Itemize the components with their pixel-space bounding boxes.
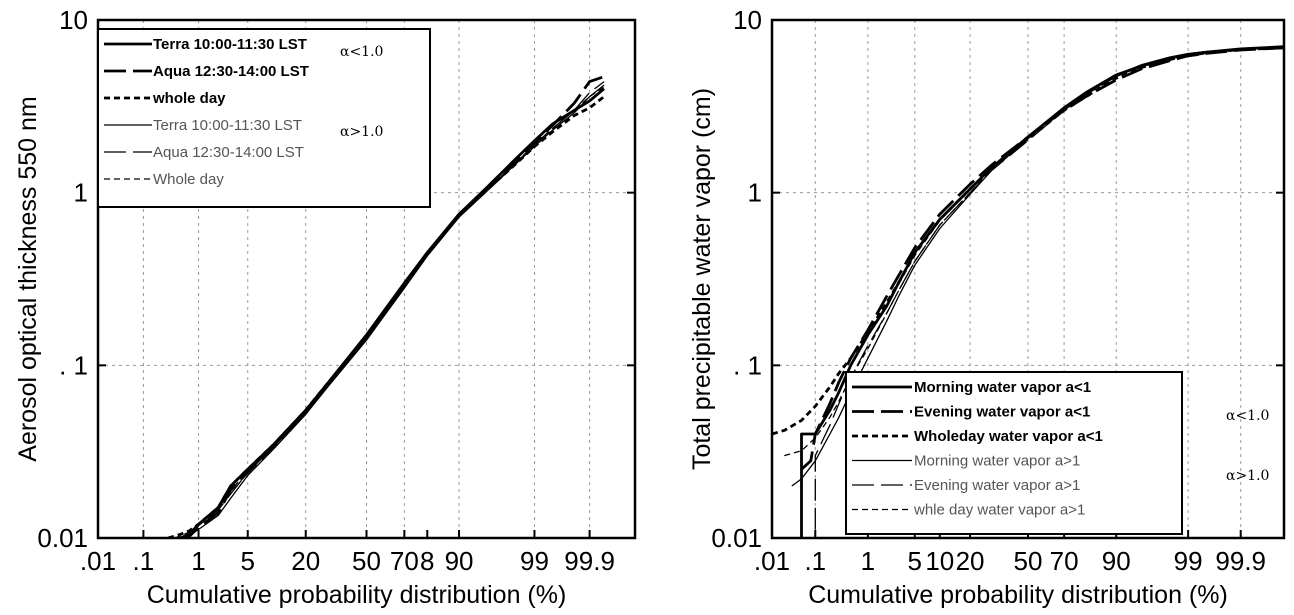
x-tick-label: 10 [925, 546, 954, 576]
y-tick-label: 0.01 [37, 523, 88, 553]
series-line-3 [791, 46, 1284, 487]
legend-label-1: Aqua 12:30-14:00 LST [153, 63, 309, 80]
x-tick-label: 99 [1174, 546, 1203, 576]
series-group [772, 45, 1284, 538]
legend: Morning water vapor a<1 Evening water vap… [845, 371, 1183, 535]
x-tick-label: .1 [804, 546, 826, 576]
x-tick-label: 90 [445, 546, 474, 576]
legend-label-5: Whole day [153, 171, 224, 188]
legend-label-5: whle day water vapor a>1 [913, 502, 1085, 519]
y-tick-label: 1 [748, 178, 762, 208]
y-tick-label: . 1 [733, 350, 762, 380]
x-tick-label: 5 [241, 546, 255, 576]
y-tick-label: 10 [59, 5, 88, 35]
x-tick-label: 99.9 [564, 546, 615, 576]
y-tick-label: 1 [74, 178, 88, 208]
y-axis-title: Total precipitable water vapor (cm) [688, 88, 716, 470]
y-tick-label: . 1 [59, 350, 88, 380]
series-line-5 [174, 86, 605, 538]
x-tick-label: 5 [908, 546, 922, 576]
legend-label-3: Terra 10:00-11:30 LST [153, 117, 302, 134]
left-chart-aerosol-optical-thickness: 0.01 . 1 1 10 .01 .1 1 5 20 50 70 8 90 99 99.9 Cumulati… [14, 5, 637, 609]
legend-box [97, 28, 431, 208]
y-tick-label: 10 [733, 5, 762, 35]
x-tick-label: 50 [352, 546, 381, 576]
x-tick-label: 20 [291, 546, 320, 576]
series-line-4 [184, 81, 605, 538]
legend-label-0: Morning water vapor a<1 [914, 379, 1091, 396]
x-tick-label: 50 [1014, 546, 1043, 576]
y-tick-label: 0.01 [711, 523, 762, 553]
legend-group-note: α>1.0 [340, 124, 383, 140]
legend-label-4: Aqua 12:30-14:00 LST [153, 144, 304, 161]
legend: Terra 10:00-11:30 LST Aqua 12:30-14:00 LS… [97, 28, 431, 208]
legend-group-note: α>1.0 [1226, 468, 1269, 484]
legend-group-note: α<1.0 [340, 44, 383, 60]
legend-label-0: Terra 10:00-11:30 LST [153, 36, 307, 53]
series-line-5 [784, 47, 1284, 457]
legend-box [845, 371, 1183, 535]
x-axis-title: Cumulative probability distribution (%) [147, 581, 567, 609]
legend-label-1: Evening water vapor a<1 [914, 404, 1090, 421]
x-tick-label: 1 [861, 546, 875, 576]
legend-label-2: whole day [152, 90, 226, 107]
x-tick-label: 70 [1050, 546, 1079, 576]
legend-label-3: Morning water vapor a>1 [914, 453, 1080, 470]
y-axis-title: Aerosol optical thickness 550 nm [14, 96, 42, 461]
x-tick-label: 20 [956, 546, 985, 576]
series-group [167, 75, 606, 538]
x-tick-label: 70 [390, 546, 419, 576]
series-line-1 [800, 46, 1284, 471]
x-tick-label: .01 [80, 546, 116, 576]
x-tick-label: .01 [754, 546, 790, 576]
x-tick-label: 90 [1102, 546, 1131, 576]
series-line-3 [184, 84, 605, 538]
legend-label-4: Evening water vapor a>1 [914, 477, 1080, 494]
x-tick-label: 1 [191, 546, 205, 576]
x-tick-label: .1 [133, 546, 155, 576]
legend-group-note: α<1.0 [1226, 408, 1269, 424]
x-tick-label: 8 [420, 546, 434, 576]
series-line-2 [167, 95, 605, 538]
legend-label-2: Wholeday water vapor a<1 [914, 428, 1103, 445]
series-line-2 [772, 46, 1284, 436]
x-tick-label: 99.9 [1215, 546, 1266, 576]
x-tick-label: 99 [520, 546, 549, 576]
x-axis-title: Cumulative probability distribution (%) [808, 581, 1228, 609]
